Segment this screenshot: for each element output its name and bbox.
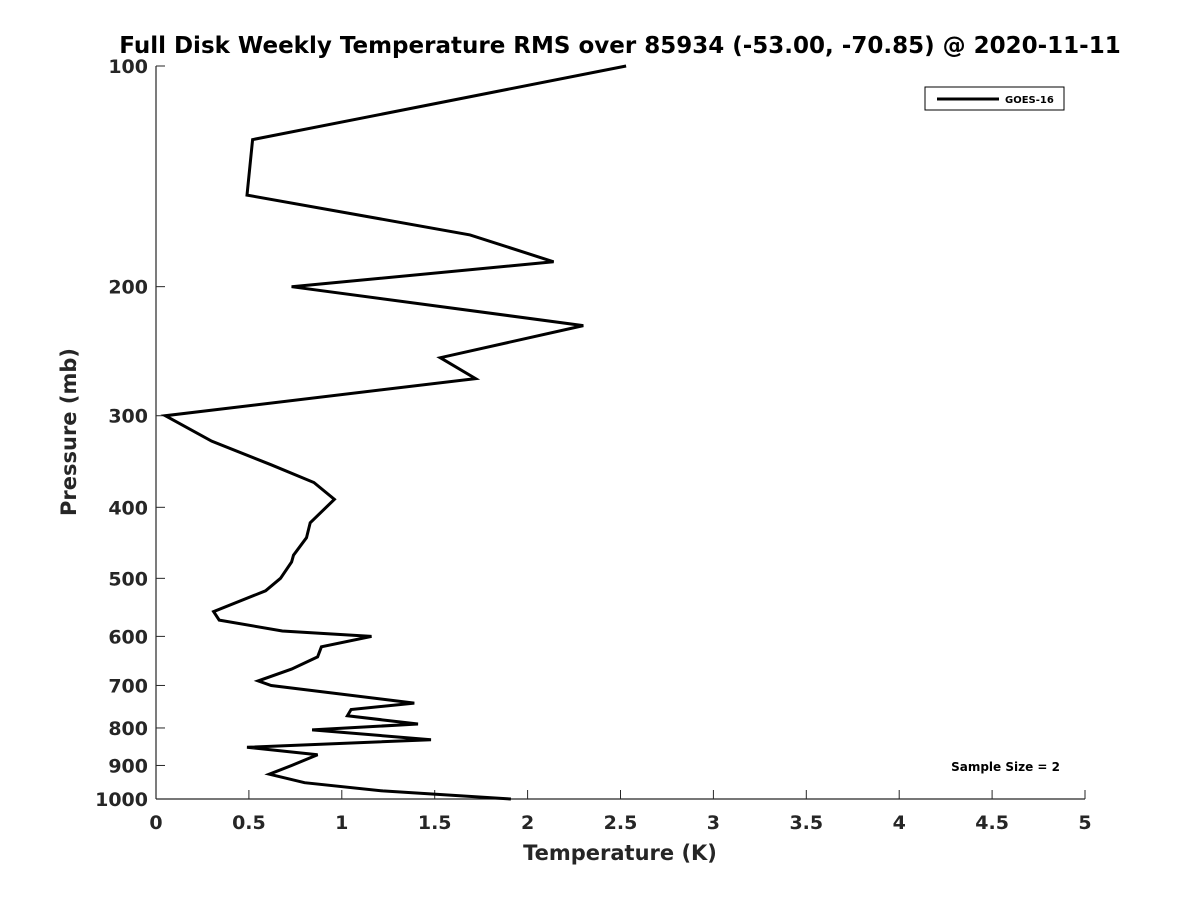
y-tick-label: 700 <box>108 675 148 697</box>
x-tick-label: 3.5 <box>789 812 823 834</box>
y-axis-label: Pressure (mb) <box>57 348 81 516</box>
y-tick-label: 100 <box>108 56 148 78</box>
series-line-goes-16 <box>160 64 627 801</box>
x-tick-label: 5 <box>1078 812 1091 834</box>
y-tick-label: 400 <box>108 497 148 519</box>
x-axis-label: Temperature (K) <box>523 841 717 865</box>
y-tick-label: 500 <box>108 568 148 590</box>
sample-size-annotation: Sample Size = 2 <box>951 760 1060 774</box>
y-tick-label: 1000 <box>95 789 148 811</box>
x-tick-label: 2.5 <box>604 812 638 834</box>
y-tick-label: 600 <box>108 626 148 648</box>
legend-label: GOES-16 <box>1005 95 1054 106</box>
x-tick-label: 3 <box>707 812 720 834</box>
y-tick-label: 900 <box>108 755 148 777</box>
x-tick-label: 1.5 <box>418 812 452 834</box>
x-tick-label: 4 <box>893 812 906 834</box>
chart-title: Full Disk Weekly Temperature RMS over 85… <box>119 33 1121 59</box>
y-tick-label: 300 <box>108 406 148 428</box>
x-tick-label: 0 <box>149 812 162 834</box>
x-tick-label: 1 <box>335 812 348 834</box>
y-tick-label: 200 <box>108 277 148 299</box>
x-tick-label: 2 <box>521 812 534 834</box>
series-lines <box>160 64 627 801</box>
x-tick-label: 0.5 <box>232 812 266 834</box>
plot-axes: 0 0.5 1 1.5 2 2.5 3 3.5 4 4.5 5 100 200 300 400 500 600 7… <box>95 56 1092 834</box>
y-tick-label: 800 <box>108 718 148 740</box>
x-tick-label: 4.5 <box>975 812 1009 834</box>
legend: GOES-16 <box>924 86 1065 111</box>
